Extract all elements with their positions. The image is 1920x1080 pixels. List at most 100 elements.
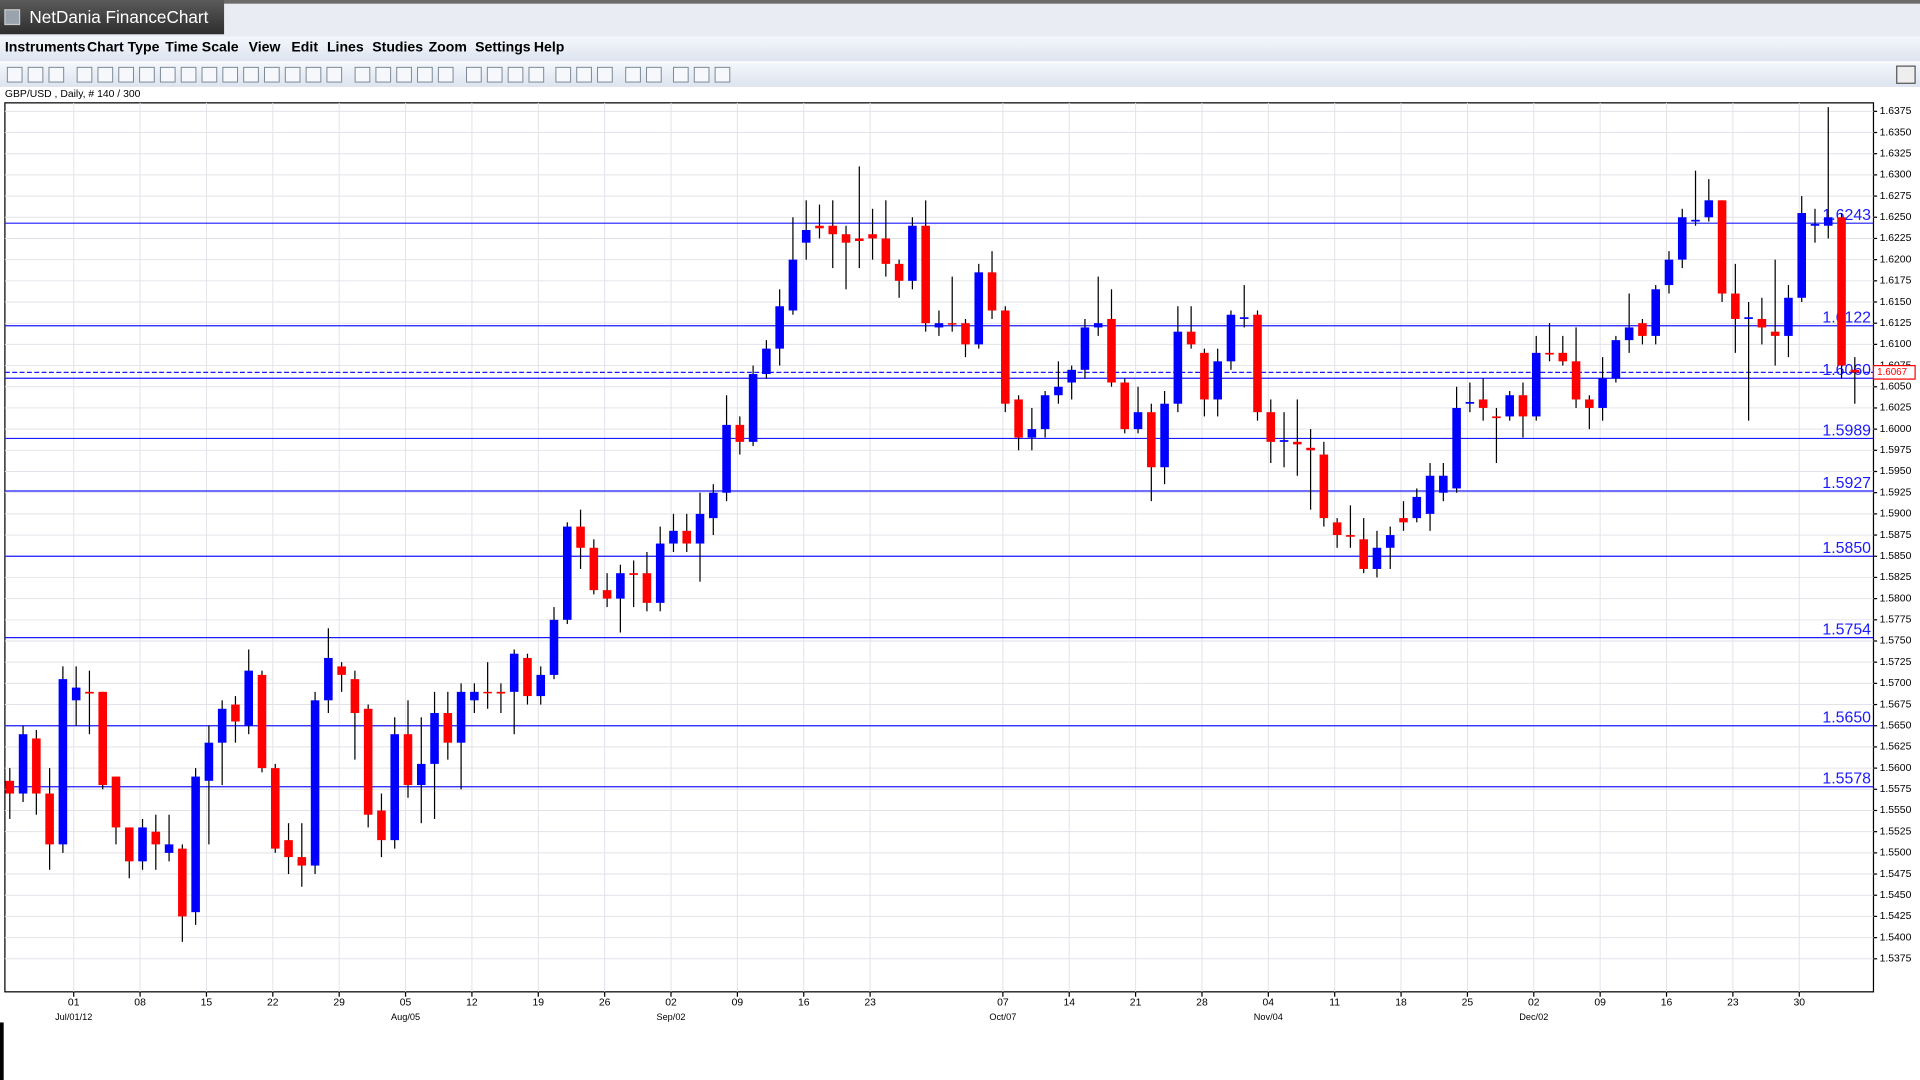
candle-body	[231, 704, 240, 722]
x-tick-label: 18	[1395, 998, 1407, 1009]
candle-body	[430, 713, 439, 764]
toolbar-button[interactable]	[597, 66, 613, 83]
x-tick-label: 16	[1661, 998, 1673, 1009]
menu-item[interactable]: Help	[534, 38, 565, 54]
toolbar-button[interactable]	[417, 66, 433, 83]
toolbar-button[interactable]	[507, 66, 524, 83]
menu-item[interactable]: Time Scale	[165, 38, 238, 54]
menu-item[interactable]: Chart Type	[87, 38, 160, 54]
toolbar-button[interactable]	[222, 66, 239, 83]
toolbar-button[interactable]	[264, 66, 280, 83]
candle-body	[1571, 361, 1581, 400]
candle-body	[45, 793, 54, 845]
toolbar-button[interactable]	[437, 66, 454, 83]
y-tick-label: 1.6350	[1880, 127, 1912, 138]
toolbar-button[interactable]	[576, 66, 592, 83]
toolbar-button[interactable]	[693, 66, 710, 83]
toolbar-button[interactable]	[625, 66, 641, 83]
toolbar-button[interactable]	[672, 66, 689, 83]
toolbar-pin[interactable]	[1896, 65, 1916, 84]
candle-body	[788, 259, 798, 311]
candle-body	[350, 679, 360, 714]
candle-body	[390, 734, 400, 841]
candle-body	[1239, 317, 1249, 319]
candle-body	[1465, 402, 1475, 404]
menu-item[interactable]: Zoom	[429, 38, 467, 54]
x-tick-label: 08	[134, 998, 146, 1009]
y-tick-label: 1.5375	[1880, 954, 1912, 965]
toolbar-button[interactable]	[375, 66, 392, 83]
x-tick-label: 12	[466, 998, 478, 1009]
menu-item[interactable]: Studies	[372, 38, 423, 54]
level-label: 1.5927	[1822, 475, 1871, 492]
month-label: Nov/04	[1254, 1012, 1283, 1022]
toolbar-button[interactable]	[159, 66, 176, 83]
x-tick-label: 02	[1528, 998, 1540, 1009]
candle-body	[921, 225, 930, 324]
candle-body	[868, 234, 877, 239]
y-tick-label: 1.5850	[1880, 551, 1912, 562]
y-tick-label: 1.5575	[1880, 784, 1912, 795]
candle-body	[801, 229, 811, 243]
candle-body	[762, 348, 771, 375]
x-tick-label: 21	[1130, 998, 1142, 1009]
candle-body	[1518, 395, 1528, 417]
candle-body	[1186, 331, 1196, 345]
toolbar-button[interactable]	[326, 66, 343, 83]
candle-body	[297, 857, 307, 866]
candle-body	[987, 272, 997, 311]
toolbar-button[interactable]	[243, 66, 259, 83]
toolbar-button[interactable]	[139, 66, 155, 83]
candle-body	[775, 306, 784, 349]
candle-body	[1677, 217, 1687, 260]
candle-body	[655, 543, 665, 603]
y-tick-label: 1.5875	[1880, 530, 1912, 541]
toolbar-button[interactable]	[528, 66, 545, 83]
toolbar-button[interactable]	[76, 66, 93, 83]
y-tick-label: 1.6300	[1880, 170, 1912, 181]
candle-body	[722, 424, 731, 493]
candle-body	[748, 374, 758, 442]
toolbar-button[interactable]	[466, 66, 482, 83]
candle-body	[1279, 440, 1289, 442]
y-tick-label: 1.6375	[1880, 106, 1912, 117]
candle-body	[403, 734, 413, 786]
toolbar-button[interactable]	[48, 66, 65, 83]
candle-body	[576, 526, 585, 548]
candle-body	[377, 810, 386, 841]
candle-body	[496, 691, 506, 694]
toolbar-button[interactable]	[396, 66, 412, 83]
toolbar-button[interactable]	[118, 66, 134, 83]
x-tick-label: 01	[68, 998, 80, 1009]
level-label: 1.5989	[1822, 422, 1871, 439]
toolbar-button[interactable]	[180, 66, 197, 83]
candle-body	[164, 844, 174, 853]
menu-item[interactable]: Lines	[327, 38, 364, 54]
window-edge	[0, 1022, 4, 1080]
candle-body	[961, 323, 970, 345]
candle-body	[1093, 323, 1103, 328]
menu-item[interactable]: Edit	[291, 38, 318, 54]
menu-item[interactable]: Instruments	[5, 38, 86, 54]
candle-body	[483, 691, 492, 694]
level-label: 1.6243	[1822, 207, 1871, 224]
menu-item[interactable]: View	[249, 38, 281, 54]
toolbar-button[interactable]	[27, 66, 44, 83]
toolbar-button[interactable]	[354, 66, 371, 83]
toolbar-button[interactable]	[555, 66, 572, 83]
toolbar-button[interactable]	[201, 66, 218, 83]
toolbar-button[interactable]	[486, 66, 503, 83]
menu-item[interactable]: Settings	[475, 38, 531, 54]
y-tick-label: 1.5675	[1880, 699, 1912, 710]
toolbar-button[interactable]	[646, 66, 662, 83]
toolbar-button[interactable]	[305, 66, 322, 83]
candle-body	[1226, 314, 1236, 362]
candle-body	[1439, 475, 1448, 493]
toolbar-button[interactable]	[6, 66, 23, 83]
toolbar-button[interactable]	[97, 66, 114, 83]
candle-body	[1810, 224, 1820, 226]
toolbar-button[interactable]	[284, 66, 301, 83]
toolbar-button[interactable]	[714, 66, 731, 83]
y-tick-label: 1.5775	[1880, 615, 1912, 626]
candle-body	[244, 670, 254, 726]
